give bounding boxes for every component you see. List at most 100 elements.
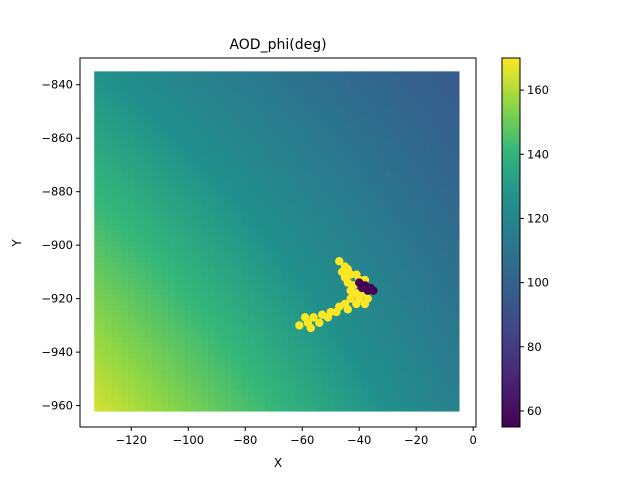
field-cell	[441, 288, 449, 295]
field-cell	[441, 172, 449, 179]
field-cell	[179, 124, 187, 131]
field-cell	[265, 103, 272, 110]
field-cell	[333, 92, 340, 99]
field-cell	[236, 294, 243, 301]
field-cell	[396, 119, 403, 126]
field-cell	[419, 198, 426, 205]
field-cell	[168, 119, 175, 126]
field-cell	[396, 357, 403, 364]
field-cell	[145, 304, 152, 311]
field-cell	[436, 204, 443, 210]
field-cell	[242, 150, 249, 157]
field-cell	[282, 150, 289, 157]
field-cell	[327, 97, 335, 104]
field-cell	[441, 92, 449, 99]
field-cell	[134, 103, 141, 110]
field-cell	[322, 113, 329, 120]
field-cell	[128, 219, 135, 226]
field-cell	[151, 209, 158, 216]
field-cell	[447, 273, 454, 279]
field-cell	[327, 129, 335, 136]
field-cell	[396, 150, 403, 157]
field-cell	[344, 135, 352, 141]
field-cell	[282, 76, 289, 83]
field-cell	[310, 145, 318, 152]
field-cell	[390, 219, 397, 226]
field-cell	[117, 336, 124, 343]
field-cell	[327, 225, 335, 232]
field-cell	[128, 267, 135, 274]
field-cell	[419, 384, 426, 391]
field-cell	[122, 246, 130, 253]
field-cell	[117, 87, 124, 94]
field-cell	[339, 357, 346, 364]
field-cell	[168, 283, 175, 290]
field-cell	[322, 140, 329, 147]
field-cell	[373, 384, 380, 391]
field-cell	[362, 246, 369, 253]
field-cell	[407, 140, 414, 147]
field-cell	[185, 347, 192, 354]
field-cell	[191, 384, 198, 391]
field-cell	[327, 400, 335, 407]
field-cell	[145, 331, 152, 338]
field-cell	[322, 198, 329, 205]
field-cell	[407, 395, 414, 401]
field-cell	[287, 150, 295, 157]
field-cell	[287, 219, 295, 226]
field-cell	[367, 389, 375, 396]
field-cell	[168, 81, 175, 88]
field-cell	[230, 241, 238, 248]
field-cell	[236, 129, 243, 136]
field-cell	[287, 103, 295, 110]
field-cell	[276, 304, 283, 311]
field-cell	[333, 278, 340, 285]
field-cell	[390, 304, 397, 311]
y-axis-ticks: −840−860−880−900−920−940−960	[41, 78, 80, 413]
field-cell	[282, 341, 289, 348]
field-cell	[156, 225, 164, 232]
field-cell	[99, 113, 107, 120]
field-cell	[253, 373, 261, 380]
field-cell	[156, 188, 164, 195]
field-cell	[373, 283, 380, 290]
field-cell	[248, 129, 255, 136]
field-cell	[430, 257, 437, 263]
field-cell	[379, 103, 386, 110]
field-cell	[128, 129, 135, 136]
field-cell	[453, 150, 460, 157]
field-cell	[117, 209, 124, 216]
field-cell	[293, 389, 300, 396]
field-cell	[407, 373, 414, 380]
field-cell	[168, 219, 175, 226]
field-cell	[299, 373, 306, 380]
field-cell	[453, 299, 460, 306]
field-cell	[111, 262, 118, 269]
field-cell	[117, 182, 124, 189]
field-cell	[430, 262, 437, 269]
field-cell	[276, 193, 283, 200]
field-cell	[139, 384, 147, 391]
field-cell	[202, 198, 209, 205]
field-cell	[259, 304, 266, 311]
field-cell	[253, 87, 261, 94]
field-cell	[179, 368, 187, 375]
field-cell	[436, 357, 443, 364]
field-cell	[299, 299, 306, 306]
field-cell	[316, 294, 323, 301]
field-cell	[344, 336, 352, 343]
field-cell	[339, 145, 346, 152]
field-cell	[213, 400, 221, 407]
field-cell	[401, 76, 409, 83]
field-cell	[322, 230, 329, 237]
field-cell	[350, 230, 357, 237]
field-cell	[305, 257, 312, 263]
field-cell	[413, 395, 420, 401]
field-cell	[185, 214, 192, 221]
field-cell	[111, 241, 118, 248]
field-cell	[413, 214, 420, 221]
field-cell	[299, 273, 306, 279]
field-cell	[396, 193, 403, 200]
field-cell	[196, 331, 204, 338]
field-cell	[156, 193, 164, 200]
